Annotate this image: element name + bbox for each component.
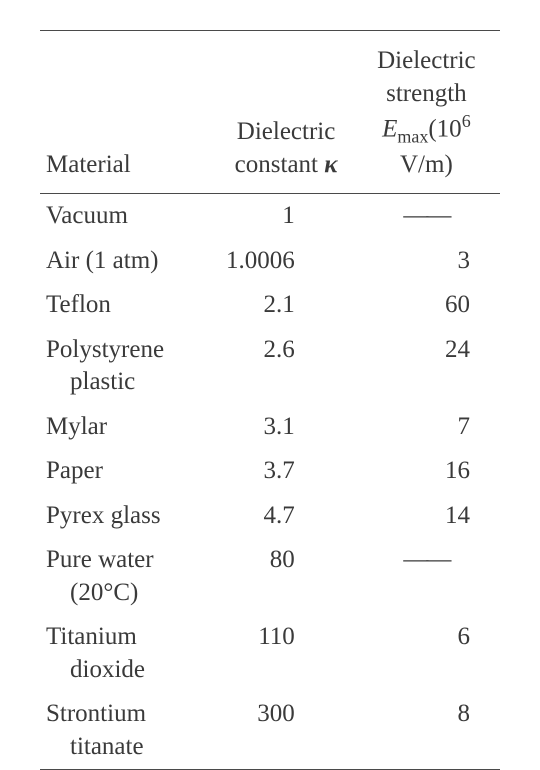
material-name: Mylar [46,413,107,440]
cell-material: Teflon [40,283,219,328]
material-name: Paper [46,457,103,484]
table-row: Vacuum 1 —— [40,194,500,239]
cell-kappa: 2.6 [219,328,352,405]
table-row: Paper 3.716 [40,449,500,494]
cell-kappa: 4.7 [219,494,352,539]
header-emax-open: (10 [428,115,461,142]
material-name: Air (1 atm) [46,247,158,274]
table-row: Mylar 3.17 [40,405,500,450]
header-kappa-line1: Dielectric [237,118,336,145]
material-name: Pure water [46,546,154,573]
table-row: Pyrex glass 4.714 [40,494,500,539]
table-header-row: Material Dielectric constant κ Dielectri… [40,31,500,194]
table-row: Air (1 atm) 1.00063 [40,239,500,284]
cell-material: Pyrex glass [40,494,219,539]
header-kappa-line2-prefix: constant [235,151,325,178]
cell-kappa: 1.0006 [219,239,352,284]
material-sub: (20°C) [46,577,213,610]
header-emax-sup: 6 [462,111,471,131]
cell-emax: 60 [353,283,500,328]
col-header-material: Material [40,31,219,194]
header-emax-E: E [382,115,397,142]
table-row: Pure water (20°C)80 —— [40,538,500,615]
cell-kappa: 3.1 [219,405,352,450]
header-emax-line1: Dielectric [377,47,476,74]
cell-kappa: 1 [219,194,352,239]
cell-emax: 16 [353,449,500,494]
cell-material: Strontium titanate [40,692,219,770]
cell-material: Polystyrene plastic [40,328,219,405]
em-dash: —— [403,546,449,573]
table-row: Polystyrene plastic2.624 [40,328,500,405]
material-name: Polystyrene [46,336,164,363]
cell-material: Mylar [40,405,219,450]
cell-emax: 14 [353,494,500,539]
material-sub: plastic [46,366,213,399]
material-name: Vacuum [46,202,128,229]
cell-kappa: 80 [219,538,352,615]
cell-emax: 24 [353,328,500,405]
cell-material: Pure water (20°C) [40,538,219,615]
material-name: Titanium [46,623,137,650]
cell-emax: 8 [353,692,500,770]
cell-material: Titanium dioxide [40,615,219,692]
cell-emax: 3 [353,239,500,284]
cell-material: Paper [40,449,219,494]
table-row: Titanium dioxide1106 [40,615,500,692]
dielectric-properties-table: Material Dielectric constant κ Dielectri… [40,30,500,770]
material-sub: dioxide [46,654,213,687]
material-name: Strontium [46,700,146,727]
header-material-label: Material [46,151,131,178]
material-name: Teflon [46,291,111,318]
cell-kappa: 110 [219,615,352,692]
header-emax-unit: V/m) [400,151,453,178]
header-emax-sub: max [397,126,428,146]
material-sub: titanate [46,731,213,764]
col-header-kappa: Dielectric constant κ [219,31,352,194]
table-row: Strontium titanate3008 [40,692,500,770]
material-name: Pyrex glass [46,502,161,529]
col-header-emax: Dielectric strength Emax(106 V/m) [353,31,500,194]
em-dash: —— [403,202,449,229]
table-body: Vacuum1——Air (1 atm)1.00063Teflon2.160Po… [40,194,500,770]
cell-material: Vacuum [40,194,219,239]
cell-kappa: 3.7 [219,449,352,494]
cell-emax: 6 [353,615,500,692]
table-row: Teflon 2.160 [40,283,500,328]
kappa-symbol: κ [324,151,337,178]
cell-kappa: 300 [219,692,352,770]
cell-emax: —— [353,194,500,239]
cell-emax: 7 [353,405,500,450]
header-emax-line2: strength [386,80,467,107]
cell-kappa: 2.1 [219,283,352,328]
cell-emax: —— [353,538,500,615]
cell-material: Air (1 atm) [40,239,219,284]
